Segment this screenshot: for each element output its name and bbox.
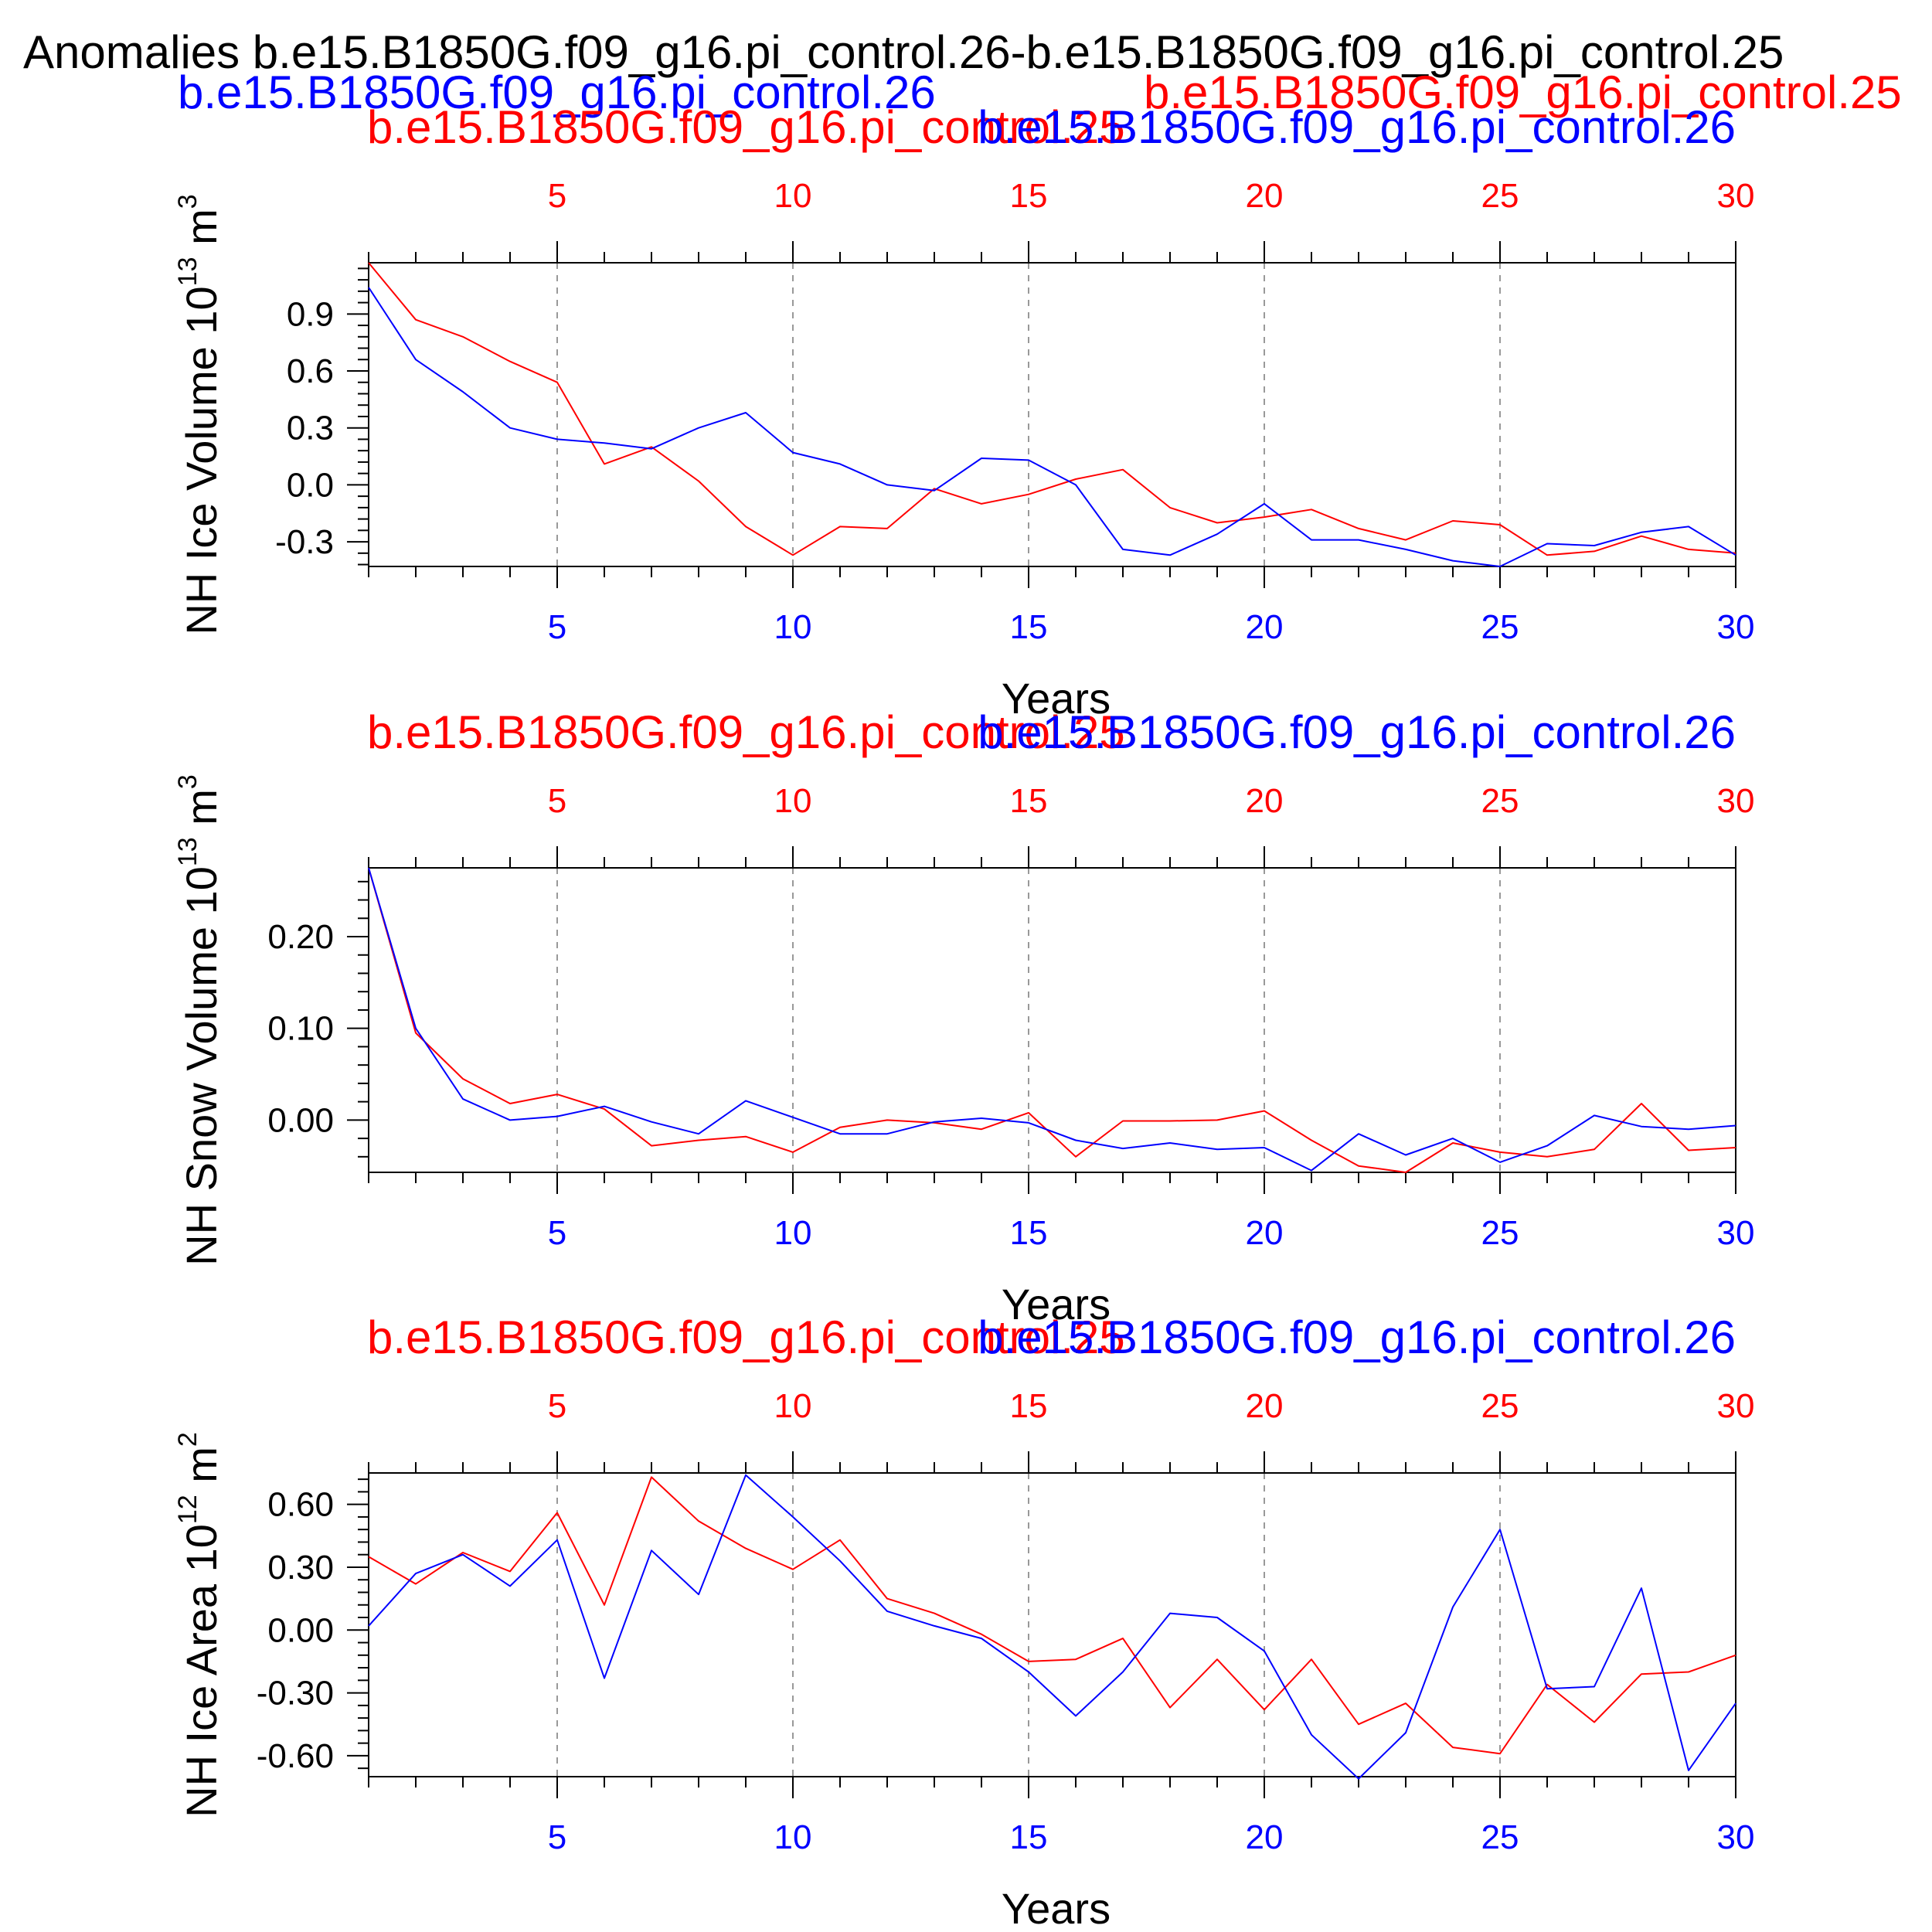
x-tick-label-bottom: 15 bbox=[1010, 1214, 1048, 1252]
plot-frame bbox=[368, 262, 1736, 567]
x-tick-label-top: 25 bbox=[1481, 177, 1519, 215]
panel-top-label-left: b.e15.B1850G.f09_g16.pi_control.25 bbox=[367, 101, 1125, 153]
x-tick-label-bottom: 30 bbox=[1717, 1214, 1755, 1252]
y-axis-title-ylabel-main: NH Snow Volume 10 bbox=[177, 866, 226, 1266]
y-axis-title: NH Ice Volume 1013 m3 bbox=[173, 194, 226, 634]
chart-title: Anomalies b.e15.B1850G.f09_g16.pi_contro… bbox=[23, 26, 1784, 78]
series-line-control-25 bbox=[368, 262, 1736, 556]
y-axis-title-ylabel-unit-sup: 3 bbox=[173, 774, 202, 789]
y-axis-title-ylabel-unit: m bbox=[177, 1447, 226, 1495]
chart-panel-1: b.e15.B1850G.f09_g16.pi_control.25b.e15.… bbox=[173, 101, 1754, 723]
y-tick-label: 0.60 bbox=[267, 1486, 334, 1524]
plot-frame bbox=[368, 867, 1736, 1173]
x-tick-label-bottom: 15 bbox=[1010, 608, 1048, 646]
x-tick-label-top: 15 bbox=[1010, 1387, 1048, 1425]
panel-top-label-right: b.e15.B1850G.f09_g16.pi_control.26 bbox=[978, 1311, 1736, 1363]
chart-panels: b.e15.B1850G.f09_g16.pi_control.25b.e15.… bbox=[173, 101, 1754, 1932]
y-tick-label: -0.3 bbox=[275, 523, 334, 561]
x-tick-label-bottom: 25 bbox=[1481, 1818, 1519, 1856]
x-tick-label-bottom: 25 bbox=[1481, 608, 1519, 646]
series-line-control-26 bbox=[368, 1474, 1736, 1780]
panel-top-label-left: b.e15.B1850G.f09_g16.pi_control.25 bbox=[367, 1311, 1125, 1363]
x-tick-label-top: 30 bbox=[1717, 177, 1755, 215]
series-line-control-26 bbox=[368, 287, 1736, 567]
y-tick-label: 0.00 bbox=[267, 1101, 334, 1139]
x-tick-label-top: 20 bbox=[1246, 1387, 1284, 1425]
y-axis-title: NH Ice Area 1012 m2 bbox=[173, 1432, 226, 1818]
x-tick-label-top: 20 bbox=[1246, 782, 1284, 820]
y-axis-title-ylabel-unit-sup: 3 bbox=[173, 194, 202, 209]
y-tick-label: 0.30 bbox=[267, 1549, 334, 1587]
x-tick-label-top: 25 bbox=[1481, 782, 1519, 820]
x-tick-label-top: 5 bbox=[548, 782, 566, 820]
x-tick-label-top: 20 bbox=[1246, 177, 1284, 215]
y-axis-title-ylabel-unit: m bbox=[177, 789, 226, 837]
chart-panel-2: b.e15.B1850G.f09_g16.pi_control.25b.e15.… bbox=[173, 706, 1754, 1328]
y-axis-title: NH Snow Volume 1013 m3 bbox=[173, 774, 226, 1266]
x-tick-label-bottom: 25 bbox=[1481, 1214, 1519, 1252]
x-tick-label-top: 30 bbox=[1717, 782, 1755, 820]
x-tick-label-bottom: 5 bbox=[548, 1818, 566, 1856]
x-tick-label-top: 10 bbox=[774, 1387, 812, 1425]
y-tick-label: -0.60 bbox=[257, 1737, 334, 1775]
x-axis-title: Years bbox=[1002, 1280, 1111, 1328]
series-line-control-25 bbox=[368, 1476, 1736, 1755]
y-tick-label: 0.0 bbox=[287, 466, 334, 504]
x-tick-label-bottom: 20 bbox=[1246, 1214, 1284, 1252]
y-axis-title-ylabel-unit-sup: 2 bbox=[173, 1432, 202, 1447]
plot-frame bbox=[368, 1472, 1736, 1777]
panel-top-label-left: b.e15.B1850G.f09_g16.pi_control.25 bbox=[367, 706, 1125, 758]
y-axis-title-ylabel-sup: 13 bbox=[173, 837, 202, 866]
x-tick-label-top: 25 bbox=[1481, 1387, 1519, 1425]
legend-label-series-b: b.e15.B1850G.f09_g16.pi_control.26 bbox=[178, 66, 936, 118]
y-axis-title-ylabel-sup: 13 bbox=[173, 257, 202, 286]
y-tick-label: -0.30 bbox=[257, 1675, 334, 1713]
x-tick-label-top: 5 bbox=[548, 1387, 566, 1425]
x-tick-label-bottom: 20 bbox=[1246, 1818, 1284, 1856]
panel-top-label-right: b.e15.B1850G.f09_g16.pi_control.26 bbox=[978, 706, 1736, 758]
x-tick-label-bottom: 5 bbox=[548, 1214, 566, 1252]
x-tick-label-bottom: 15 bbox=[1010, 1818, 1048, 1856]
chart-panel-3: b.e15.B1850G.f09_g16.pi_control.25b.e15.… bbox=[173, 1311, 1754, 1932]
x-tick-label-top: 15 bbox=[1010, 177, 1048, 215]
series-line-control-26 bbox=[368, 867, 1736, 1172]
y-tick-label: 0.9 bbox=[287, 295, 334, 333]
x-tick-label-top: 30 bbox=[1717, 1387, 1755, 1425]
y-axis-title-ylabel-main: NH Ice Volume 10 bbox=[177, 286, 226, 634]
x-tick-label-bottom: 20 bbox=[1246, 608, 1284, 646]
x-tick-label-bottom: 10 bbox=[774, 1214, 812, 1252]
x-tick-label-top: 5 bbox=[548, 177, 566, 215]
y-axis-title-ylabel-main: NH Ice Area 10 bbox=[177, 1524, 226, 1818]
y-axis-title-ylabel-sup: 12 bbox=[173, 1495, 202, 1524]
x-tick-label-bottom: 10 bbox=[774, 1818, 812, 1856]
x-tick-label-bottom: 5 bbox=[548, 608, 566, 646]
y-tick-label: 0.10 bbox=[267, 1010, 334, 1048]
series-line-control-25 bbox=[368, 867, 1736, 1173]
x-tick-label-bottom: 30 bbox=[1717, 1818, 1755, 1856]
panel-top-label-right: b.e15.B1850G.f09_g16.pi_control.26 bbox=[978, 101, 1736, 153]
x-tick-label-top: 15 bbox=[1010, 782, 1048, 820]
x-tick-label-top: 10 bbox=[774, 177, 812, 215]
legend-label-series-a: b.e15.B1850G.f09_g16.pi_control.25 bbox=[1144, 66, 1902, 118]
x-axis-title: Years bbox=[1002, 674, 1111, 723]
y-axis-title-ylabel-unit: m bbox=[177, 209, 226, 257]
y-tick-label: 0.20 bbox=[267, 918, 334, 956]
x-tick-label-bottom: 10 bbox=[774, 608, 812, 646]
x-axis-title: Years bbox=[1002, 1884, 1111, 1932]
y-tick-label: 0.3 bbox=[287, 410, 334, 447]
x-tick-label-bottom: 30 bbox=[1717, 608, 1755, 646]
y-tick-label: 0.00 bbox=[267, 1611, 334, 1649]
y-tick-label: 0.6 bbox=[287, 352, 334, 390]
x-tick-label-top: 10 bbox=[774, 782, 812, 820]
